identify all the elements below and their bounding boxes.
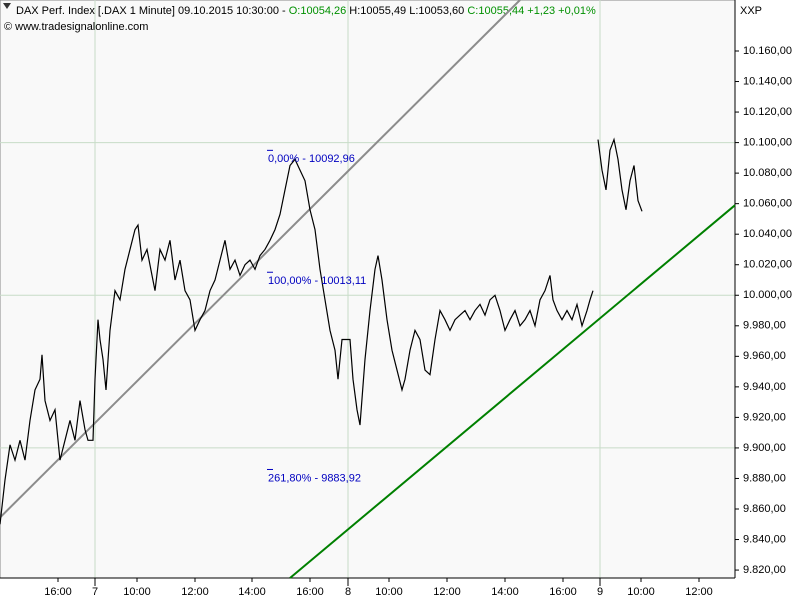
y-tick-label: 10.140,00 xyxy=(743,75,792,87)
x-tick-label: 10:00 xyxy=(627,586,655,598)
x-tick-label: 16:00 xyxy=(44,586,72,598)
x-axis-panel xyxy=(0,578,735,600)
x-tick-label: 16:00 xyxy=(549,586,577,598)
x-tick-label: 9 xyxy=(597,586,603,598)
y-tick-label: 9.920,00 xyxy=(743,411,786,423)
fib-label: 0,00% - 10092,96 xyxy=(268,153,355,165)
fib-label: 261,80% - 9883,92 xyxy=(268,472,361,484)
x-tick-label: 12:00 xyxy=(685,586,713,598)
y-tick-label: 9.980,00 xyxy=(743,320,786,332)
y-axis-panel xyxy=(735,0,800,600)
price-line xyxy=(0,137,643,525)
header: DAX Perf. Index [.DAX 1 Minute] 09.10.20… xyxy=(16,5,596,17)
y-tick-label: 10.060,00 xyxy=(743,198,792,210)
x-tick-label: 7 xyxy=(92,586,98,598)
y-tick-label: 10.040,00 xyxy=(743,228,792,240)
x-tick-label: 14:00 xyxy=(238,586,266,598)
copyright: © www.tradesignalonline.com xyxy=(4,21,148,33)
y-tick-label: 9.860,00 xyxy=(743,503,786,515)
y-tick-label: 10.160,00 xyxy=(743,45,792,57)
plot-area xyxy=(0,0,736,579)
fib-label: 100,00% - 10013,11 xyxy=(268,275,366,287)
trendline xyxy=(0,0,521,519)
x-tick-label: 12:00 xyxy=(181,586,209,598)
instrument: DAX Perf. Index [.DAX 1 Minute] 09.10.20… xyxy=(16,5,286,17)
x-tick-label: 10:00 xyxy=(123,586,151,598)
trendline xyxy=(289,204,736,579)
y-tick-label: 9.940,00 xyxy=(743,381,786,393)
open: O:10054,26 xyxy=(289,5,347,17)
high-low: H:10055,49 L:10053,60 xyxy=(349,5,464,17)
header-icon xyxy=(3,3,11,9)
close: C:10055,44 +1,23 +0,01% xyxy=(467,5,596,17)
y-tick-label: 9.960,00 xyxy=(743,350,786,362)
y-tick-label: 10.100,00 xyxy=(743,136,792,148)
y-tick-label: 10.080,00 xyxy=(743,167,792,179)
y-tick-label: 9.900,00 xyxy=(743,442,786,454)
axis-name: XXP xyxy=(740,5,762,17)
y-tick-label: 9.820,00 xyxy=(743,564,786,576)
y-tick-label: 9.840,00 xyxy=(743,533,786,545)
y-tick-label: 9.880,00 xyxy=(743,472,786,484)
x-tick-label: 12:00 xyxy=(433,586,461,598)
x-tick-label: 14:00 xyxy=(491,586,519,598)
x-tick-label: 16:00 xyxy=(296,586,324,598)
y-tick-label: 10.020,00 xyxy=(743,259,792,271)
y-tick-label: 10.000,00 xyxy=(743,289,792,301)
x-tick-label: 8 xyxy=(345,586,351,598)
x-tick-label: 10:00 xyxy=(375,586,403,598)
y-tick-label: 10.120,00 xyxy=(743,106,792,118)
